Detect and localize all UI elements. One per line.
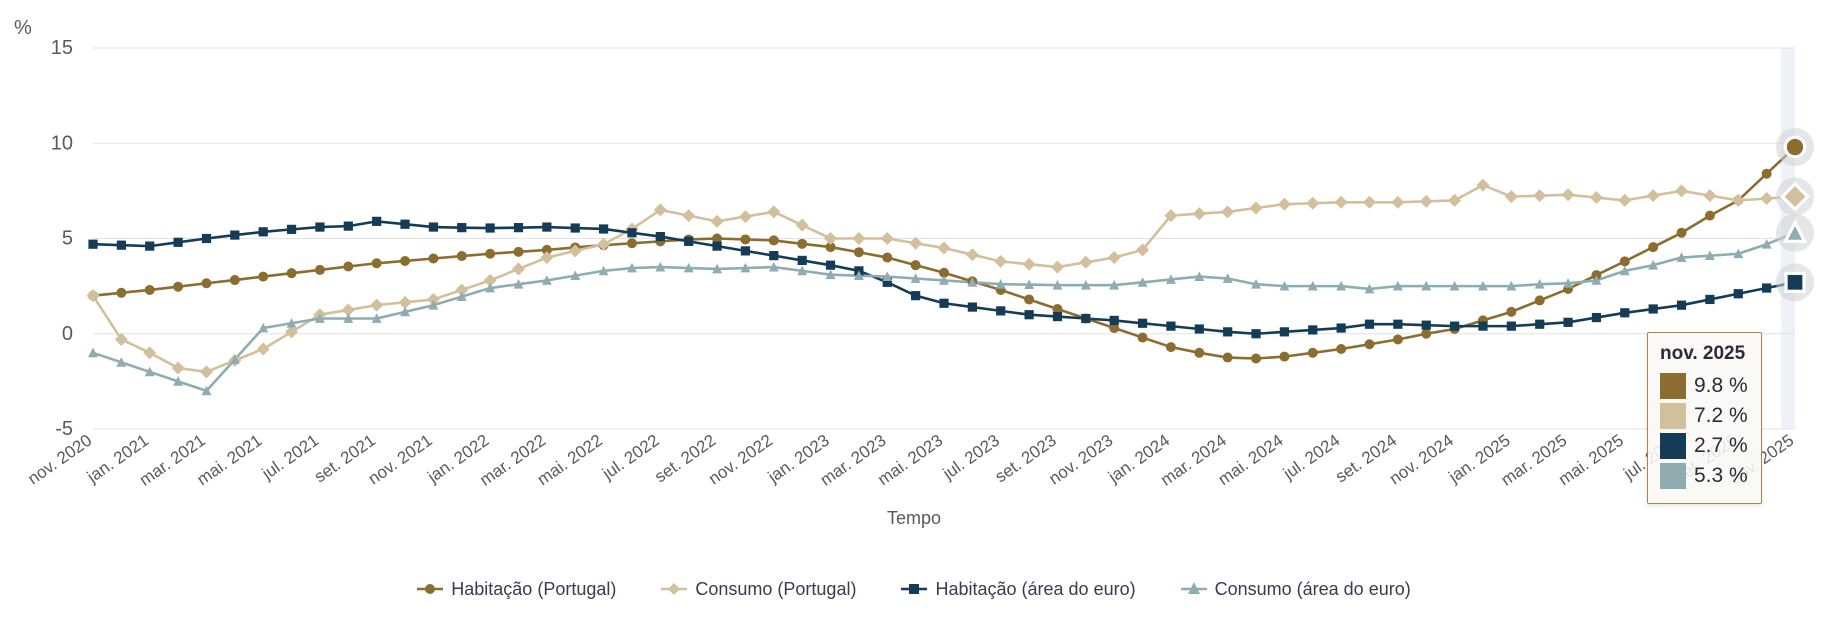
svg-text:mai. 2024: mai. 2024 xyxy=(1215,431,1287,489)
svg-text:5: 5 xyxy=(62,228,73,250)
svg-text:%: % xyxy=(14,17,32,39)
svg-text:mai. 2021: mai. 2021 xyxy=(193,431,265,489)
svg-text:jul. 2021: jul. 2021 xyxy=(258,431,322,484)
svg-text:nov. 2023: nov. 2023 xyxy=(1045,431,1116,489)
svg-text:jul. 2024: jul. 2024 xyxy=(1279,431,1343,484)
svg-text:-5: -5 xyxy=(55,418,73,440)
svg-text:jul. 2022: jul. 2022 xyxy=(598,431,662,484)
svg-text:0: 0 xyxy=(62,323,73,345)
svg-text:mai. 2025: mai. 2025 xyxy=(1555,431,1627,489)
svg-text:nov. 2024: nov. 2024 xyxy=(1386,431,1457,489)
svg-text:mai. 2023: mai. 2023 xyxy=(874,431,946,489)
svg-text:15: 15 xyxy=(51,37,73,59)
svg-text:nov. 2021: nov. 2021 xyxy=(365,431,436,489)
svg-text:10: 10 xyxy=(51,132,73,154)
svg-text:jul. 2023: jul. 2023 xyxy=(939,431,1003,484)
svg-text:mai. 2022: mai. 2022 xyxy=(534,431,606,489)
svg-text:nov. 2022: nov. 2022 xyxy=(705,431,776,489)
